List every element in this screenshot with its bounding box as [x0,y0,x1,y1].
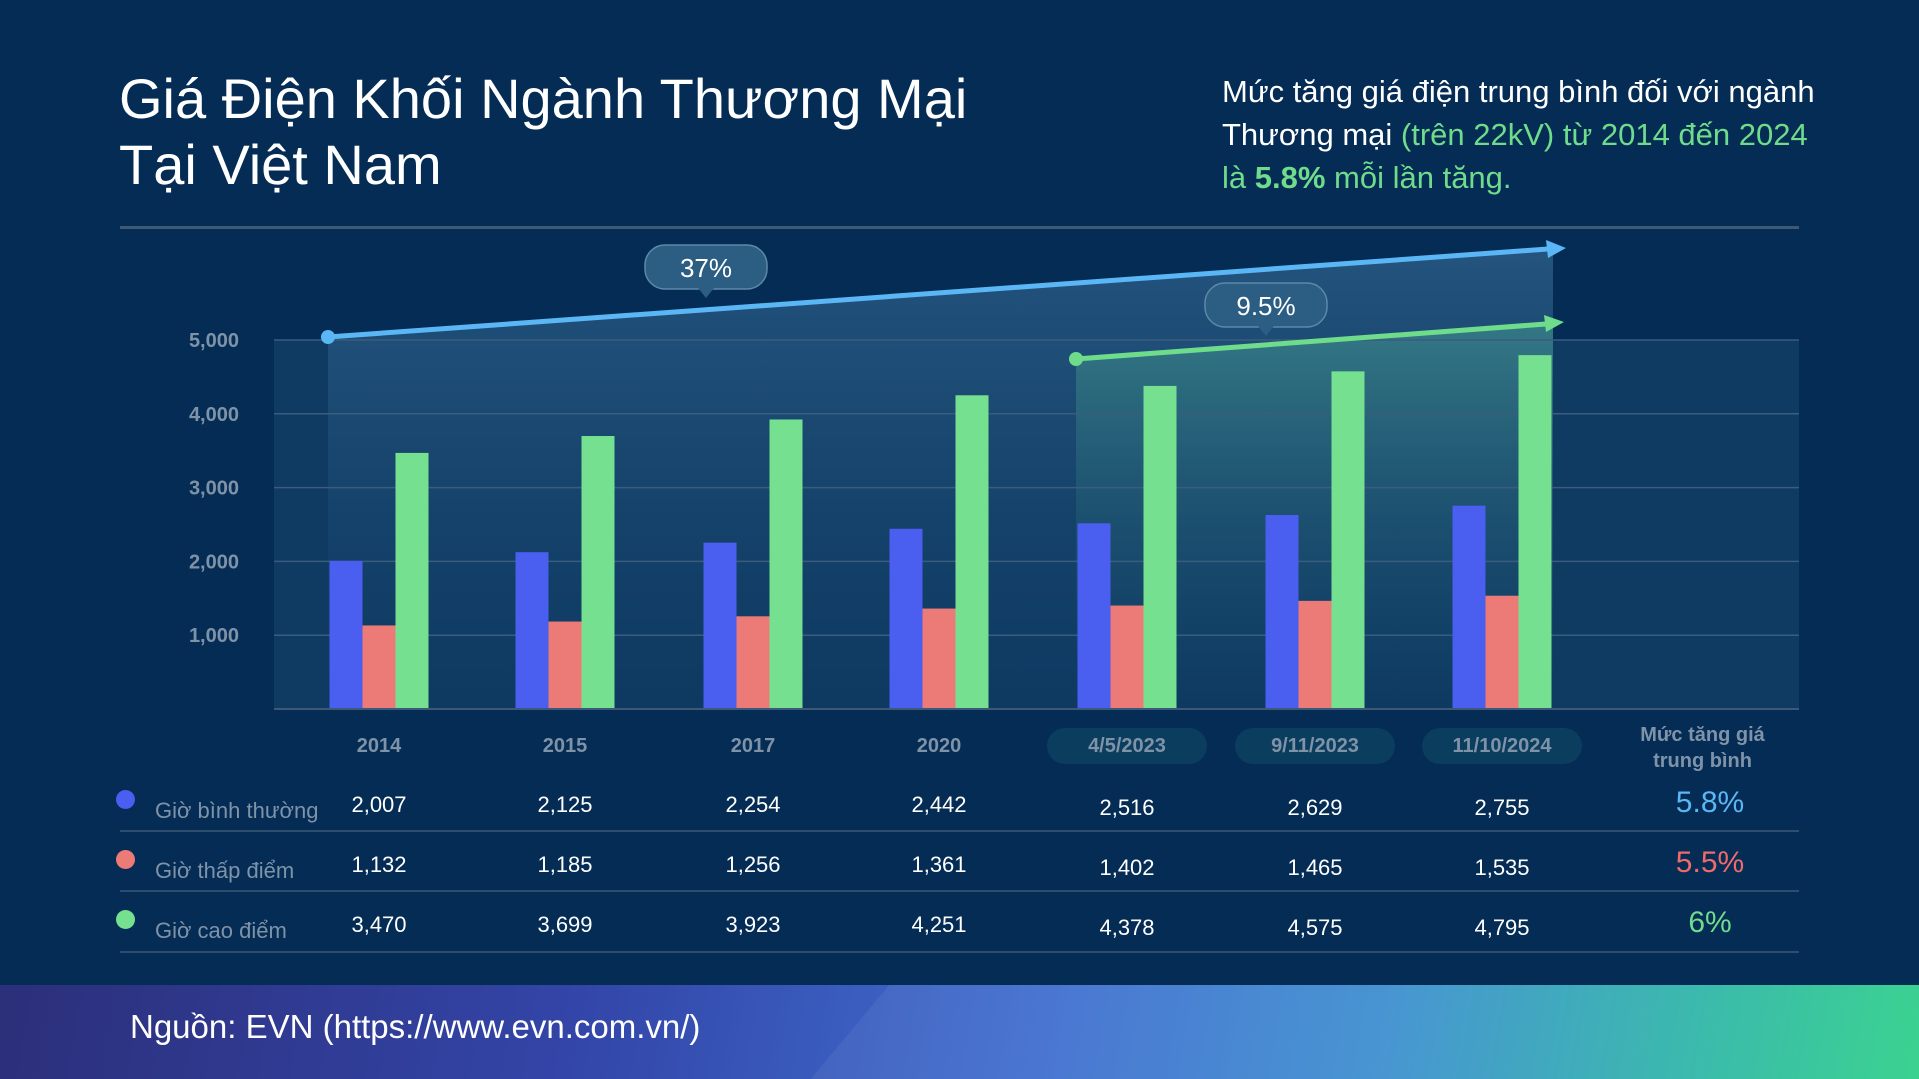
table-cell: 1,185 [537,852,593,877]
trend-arrow-9-5 [1075,321,1547,362]
annotation-9-5: 9.5% [1069,282,1564,366]
bubble-pointer [1258,326,1274,336]
legend-dot [116,910,135,929]
summary-part-3: mỗi lần tăng. [1325,160,1512,195]
avg-increase: 5.5% [1675,846,1745,879]
table-cell: 2,007 [351,792,407,817]
page-title: Giá Điện Khối Ngành Thương Mại Tại Việt N… [119,66,967,198]
footer-band [0,985,1919,1079]
bar-peak-0 [395,452,429,709]
x-tick-label: 2017 [730,735,776,757]
table-cell: 4,251 [911,912,967,937]
table-cell: 1,465 [1287,855,1343,880]
arrow-head-icon [1544,315,1564,332]
arrow-head-icon [1546,240,1566,258]
bar-normal-1 [515,552,549,709]
bubble-37-label: 37% [680,253,732,283]
row-divider [120,830,1799,832]
table-cell: 4,575 [1287,915,1343,940]
table-cell: 1,132 [351,852,407,877]
bar-normal-0 [329,560,363,709]
summary-text: Mức tăng giá điện trung bình đối với ngà… [1222,70,1822,199]
title-divider [120,226,1799,229]
table-cell: 2,254 [725,792,781,817]
footer-decoration [810,985,1919,1079]
title-line-1: Giá Điện Khối Ngành Thương Mại [119,67,968,130]
table-cell: 4,795 [1474,915,1530,940]
bar-peak-1 [581,436,615,709]
y-tick-label: 2,000 [189,551,239,573]
series-label: Giờ cao điểm [155,918,287,943]
summary-highlight: 5.8% [1254,160,1326,195]
bar-offpeak-2 [736,616,770,709]
bar-offpeak-3 [922,608,956,709]
bar-normal-2 [703,542,737,709]
table-cell: 1,256 [725,852,781,877]
table-cell: 3,923 [725,912,781,937]
table-cell: 2,125 [537,792,593,817]
source-text: Nguồn: EVN (https://www.evn.com.vn/) [130,1008,701,1045]
table-cell: 1,402 [1099,855,1155,880]
table-cell: 1,361 [911,852,967,877]
legend-dot [116,790,135,809]
trend-arrow-37 [327,246,1549,340]
bar-peak-4 [1143,385,1177,709]
x-tick-label: 2014 [356,735,402,757]
summary-part-2: (trên 22kV) từ 2014 đến 2024 là [1222,117,1808,195]
bar-peak-6 [1518,355,1552,709]
summary-part-1: Mức tăng giá điện trung bình đối với ngà… [1222,74,1815,152]
bubble-pointer [698,288,714,298]
x-tick-label: 4/5/2023 [1047,728,1207,764]
row-divider [120,890,1799,892]
table-cell: 3,699 [537,912,593,937]
growth-shade-9-5 [1076,323,1553,709]
row-divider [120,951,1799,953]
bar-peak-2 [769,419,803,709]
bar-normal-3 [889,528,923,709]
arrow-start-dot [1069,352,1083,366]
y-tick-label: 3,000 [189,478,239,500]
bar-offpeak-4 [1110,605,1144,709]
table-cell: 2,629 [1287,795,1343,820]
bar-normal-5 [1265,514,1299,709]
table-cell: 2,516 [1099,795,1155,820]
y-tick-label: 5,000 [189,330,239,352]
bar-peak-5 [1331,371,1365,709]
y-tick-label: 4,000 [189,404,239,426]
table-cell: 1,535 [1474,855,1530,880]
avg-increase: 6% [1688,906,1732,939]
bubble-9-5-label: 9.5% [1236,291,1295,321]
x-tick-label: 11/10/2024 [1422,728,1582,764]
bar-offpeak-1 [548,621,582,709]
bar-normal-4 [1077,523,1111,709]
annotation-37: 37% [321,240,1566,344]
bar-offpeak-0 [362,625,396,709]
x-tick-label: 2015 [542,735,588,757]
series-label: Giờ thấp điểm [155,858,295,883]
avg-increase: 5.8% [1675,786,1745,819]
bar-offpeak-5 [1298,600,1332,709]
avg-header: Mức tăng giá trung bình [1640,724,1765,772]
series-label: Giờ bình thường [155,798,319,823]
table-cell: 4,378 [1099,915,1155,940]
table-cell: 2,755 [1474,795,1530,820]
bar-normal-6 [1452,505,1486,709]
arrow-start-dot [321,330,335,344]
x-tick-label: 9/11/2023 [1235,728,1395,764]
y-tick-label: 1,000 [189,625,239,647]
bar-peak-3 [955,395,989,709]
x-tick-label: 2020 [916,735,962,757]
legend-dot [116,850,135,869]
title-line-2: Tại Việt Nam [119,133,442,196]
table-cell: 2,442 [911,792,967,817]
table-cell: 3,470 [351,912,407,937]
bar-offpeak-6 [1485,595,1519,709]
